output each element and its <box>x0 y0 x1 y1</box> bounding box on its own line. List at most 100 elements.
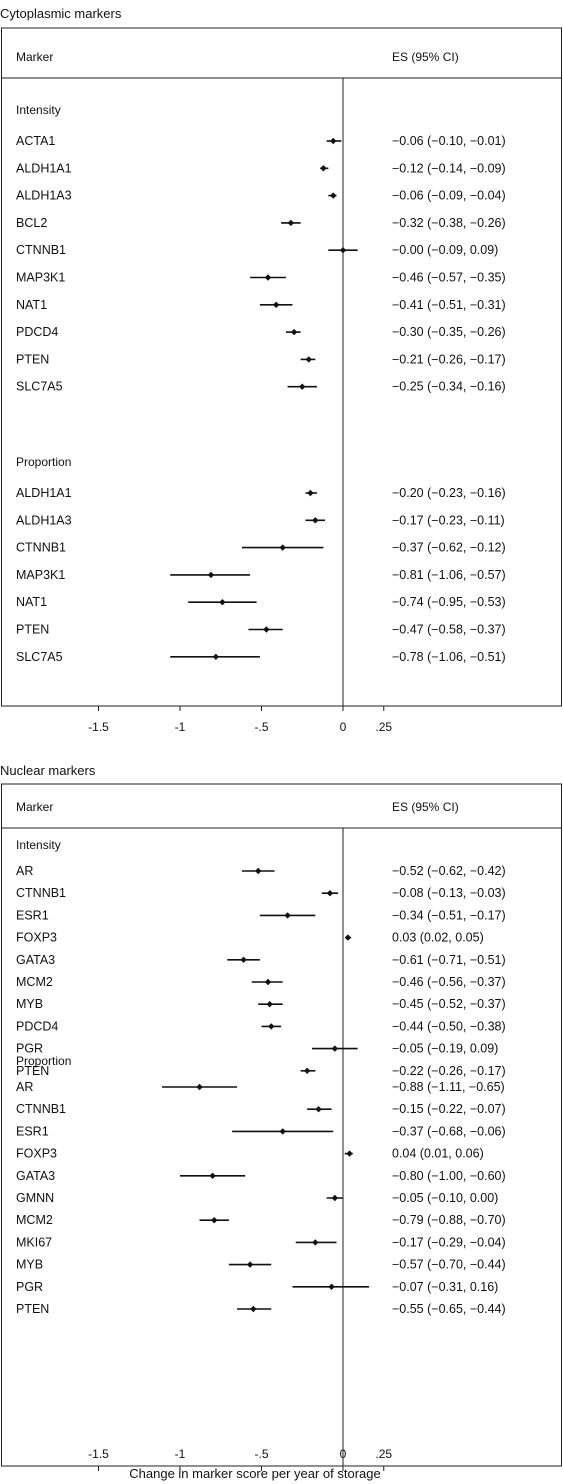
marker-label: CTNNB1 <box>16 886 66 900</box>
point-estimate <box>268 1023 275 1030</box>
point-estimate <box>307 489 314 497</box>
point-estimate <box>315 1106 322 1113</box>
point-estimate <box>284 912 291 919</box>
group-label: Proportion <box>16 1054 71 1068</box>
marker-label: ESR1 <box>16 908 49 922</box>
marker-label: ALDH1A3 <box>16 189 72 203</box>
es-ci-text: −0.52 (−0.62, −0.42) <box>392 864 506 878</box>
es-ci-text: −0.61 (−0.71, −0.51) <box>392 953 506 967</box>
es-ci-text: −0.74 (−0.95, −0.53) <box>392 595 506 609</box>
es-ci-text: −0.88 (−1.11, −0.65) <box>392 1080 505 1094</box>
es-ci-text: −0.45 (−0.52, −0.37) <box>392 997 506 1011</box>
marker-label: GMNN <box>16 1191 54 1205</box>
marker-label: MCM2 <box>16 1213 53 1227</box>
marker-label: PGR <box>16 1042 43 1056</box>
marker-label: NAT1 <box>16 298 47 312</box>
marker-label: MYB <box>16 1258 43 1272</box>
point-estimate <box>312 1239 319 1246</box>
plot-frame <box>1 27 562 707</box>
x-tick-label: -1.5 <box>88 720 109 734</box>
marker-label: FOXP3 <box>16 931 57 945</box>
point-estimate <box>209 1172 216 1179</box>
marker-label: CTNNB1 <box>16 1102 66 1116</box>
point-estimate <box>279 544 286 551</box>
x-axis-title: Change in marker score per year of stora… <box>129 1466 380 1481</box>
marker-label: MYB <box>16 997 43 1011</box>
es-ci-text: −0.05 (−0.10, 0.00) <box>392 1191 498 1205</box>
marker-label: FOXP3 <box>16 1147 57 1161</box>
marker-label: CTNNB1 <box>16 541 66 555</box>
point-estimate <box>211 1217 218 1224</box>
marker-label: PDCD4 <box>16 325 58 339</box>
point-estimate <box>272 301 280 308</box>
es-ci-text: −0.44 (−0.50, −0.38) <box>392 1019 506 1033</box>
es-ci-text: −0.46 (−0.56, −0.37) <box>392 975 506 989</box>
column-header-marker: Marker <box>16 50 53 64</box>
marker-label: GATA3 <box>16 953 55 967</box>
marker-label: ESR1 <box>16 1124 49 1138</box>
point-estimate <box>320 165 327 172</box>
marker-label: PTEN <box>16 1302 49 1316</box>
marker-label: MCM2 <box>16 975 53 989</box>
marker-label: SLC7A5 <box>16 380 63 394</box>
point-estimate <box>330 137 337 145</box>
marker-label: ALDH1A3 <box>16 513 72 527</box>
es-ci-text: −0.08 (−0.13, −0.03) <box>392 886 506 900</box>
es-ci-text: 0.04 (0.01, 0.06) <box>392 1147 484 1161</box>
es-ci-text: −0.07 (−0.31, 0.16) <box>392 1280 498 1294</box>
es-ci-text: −0.57 (−0.70, −0.44) <box>392 1258 506 1272</box>
point-estimate <box>331 1045 339 1052</box>
marker-label: MAP3K1 <box>16 568 65 582</box>
point-estimate <box>328 1283 335 1290</box>
plot-frame <box>1 783 562 1467</box>
point-estimate <box>290 328 298 336</box>
point-estimate <box>330 192 337 199</box>
point-estimate <box>331 1194 339 1202</box>
point-estimate <box>264 274 272 281</box>
es-ci-text: −0.17 (−0.29, −0.04) <box>392 1235 506 1249</box>
point-estimate <box>207 571 215 579</box>
forest-panel-2: Nuclear markers Marker ES (95% CI) Intensit… <box>0 763 562 1481</box>
point-estimate <box>344 934 352 941</box>
es-ci-text: −0.47 (−0.58, −0.37) <box>392 623 506 637</box>
es-ci-text: −0.34 (−0.51, −0.17) <box>392 908 506 922</box>
point-estimate <box>299 383 306 390</box>
es-ci-text: −0.05 (−0.19, 0.09) <box>392 1042 498 1056</box>
es-ci-text: −0.55 (−0.65, −0.44) <box>392 1302 506 1316</box>
point-estimate <box>303 1067 311 1074</box>
marker-label: PGR <box>16 1280 43 1294</box>
es-ci-text: −0.78 (−1.06, −0.51) <box>392 650 506 664</box>
x-tick-label: 0 <box>340 1447 347 1461</box>
es-ci-text: −0.80 (−1.00, −0.60) <box>392 1169 506 1183</box>
es-ci-text: −0.21 (−0.26, −0.17) <box>392 352 506 366</box>
panel-title: Nuclear markers <box>0 763 96 778</box>
point-estimate <box>326 890 334 897</box>
es-ci-text: −0.00 (−0.09, 0.09) <box>392 243 498 257</box>
group-label: Intensity <box>16 838 61 852</box>
x-tick-label: -1.5 <box>88 1447 109 1461</box>
x-tick-label: -1 <box>175 1447 186 1461</box>
point-estimate <box>255 867 262 875</box>
marker-label: SLC7A5 <box>16 650 63 664</box>
point-estimate <box>266 1001 273 1008</box>
marker-label: ALDH1A1 <box>16 486 72 500</box>
es-ci-text: −0.20 (−0.23, −0.16) <box>392 486 506 500</box>
point-estimate <box>250 1305 257 1313</box>
x-tick-label: .25 <box>375 720 392 734</box>
es-ci-text: 0.03 (0.02, 0.05) <box>392 931 484 945</box>
column-header-marker: Marker <box>16 800 53 814</box>
x-tick-label: -.5 <box>254 720 268 734</box>
marker-label: NAT1 <box>16 595 47 609</box>
point-estimate <box>240 956 247 963</box>
marker-label: PDCD4 <box>16 1019 58 1033</box>
es-ci-text: −0.12 (−0.14, −0.09) <box>392 161 506 175</box>
column-header-es: ES (95% CI) <box>392 50 459 64</box>
es-ci-text: −0.79 (−0.88, −0.70) <box>392 1213 506 1227</box>
marker-label: MKI67 <box>16 1235 52 1249</box>
es-ci-text: −0.15 (−0.22, −0.07) <box>392 1102 506 1116</box>
es-ci-text: −0.32 (−0.38, −0.26) <box>392 216 506 230</box>
point-estimate <box>263 626 270 633</box>
column-header-es: ES (95% CI) <box>392 800 459 814</box>
point-estimate <box>264 978 272 986</box>
group-label: Intensity <box>16 103 61 117</box>
